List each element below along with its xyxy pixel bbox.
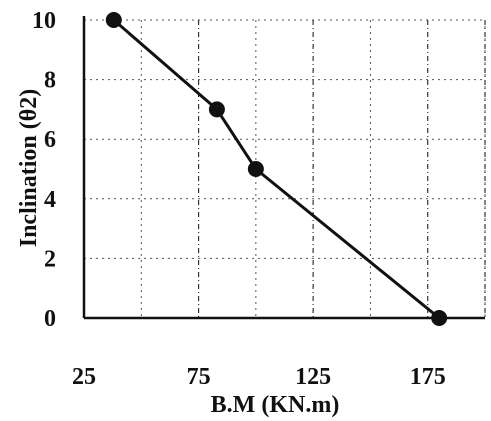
- grid: [84, 19, 486, 318]
- y-tick-labels: 0 2 4 6 8 10: [32, 8, 56, 332]
- data-point: [247, 161, 264, 177]
- y-tick-label: 4: [44, 187, 56, 213]
- data-point: [105, 12, 122, 28]
- x-tick-labels: 25 75 125 175: [72, 364, 446, 390]
- y-tick-label: 6: [44, 127, 56, 153]
- y-tick-label: 8: [44, 68, 56, 94]
- plot-area: [105, 12, 448, 326]
- x-axis-label: B.M (KN.m): [211, 392, 340, 418]
- data-point: [431, 310, 448, 326]
- y-tick-label: 2: [44, 246, 56, 272]
- y-axis-label: Inclination (θ2): [16, 89, 42, 248]
- data-point: [208, 101, 225, 118]
- series-line: [112, 18, 441, 320]
- x-tick-label: 175: [410, 364, 446, 390]
- x-tick-label: 75: [187, 364, 211, 390]
- y-tick-label: 10: [32, 8, 56, 34]
- y-tick-label: 0: [44, 306, 56, 332]
- x-tick-label: 25: [72, 364, 96, 390]
- axes: [82, 16, 486, 320]
- x-tick-label: 125: [295, 364, 331, 390]
